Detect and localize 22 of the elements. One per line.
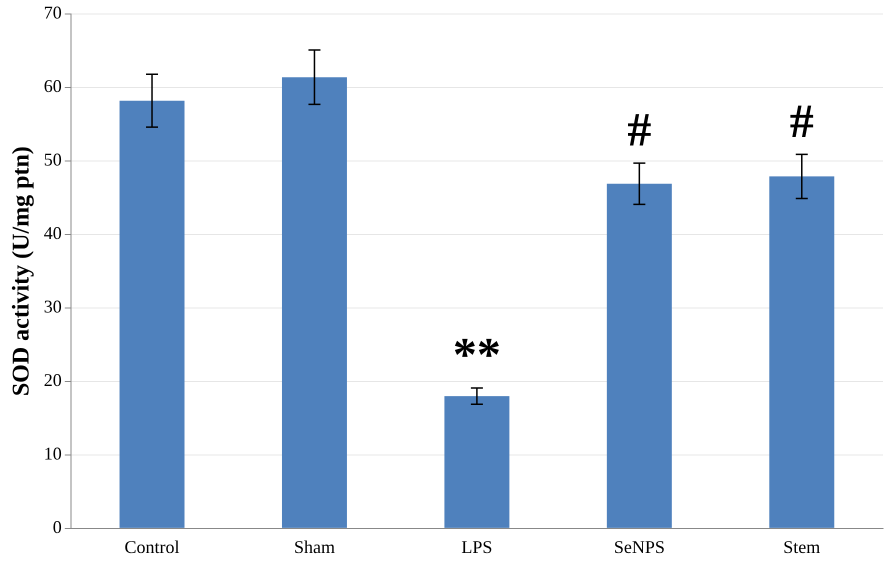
bar [444, 396, 510, 528]
bar [120, 100, 185, 528]
bar [606, 184, 672, 528]
y-axis-title: SOD activity (U/mg ptn) [8, 146, 35, 396]
y-tick-label: 50 [44, 150, 62, 170]
y-tick-label: 70 [44, 2, 62, 23]
x-tick-label: SeNPS [614, 536, 665, 557]
bar [282, 77, 347, 528]
x-tick-label: Stem [783, 536, 820, 557]
y-tick-label: 60 [44, 76, 62, 96]
data-label: # [627, 104, 652, 157]
bar [769, 176, 834, 528]
y-tick-label: 30 [44, 296, 62, 317]
y-tick-label: 0 [52, 517, 62, 538]
data-label: ** [452, 328, 501, 382]
x-tick-label: Sham [294, 536, 335, 557]
y-tick-label: 10 [44, 444, 62, 464]
y-tick-label: 40 [44, 223, 62, 244]
x-tick-label: LPS [461, 536, 492, 557]
x-tick-label: Control [124, 536, 180, 557]
y-tick-label: 20 [44, 370, 62, 390]
data-label: # [790, 94, 814, 148]
